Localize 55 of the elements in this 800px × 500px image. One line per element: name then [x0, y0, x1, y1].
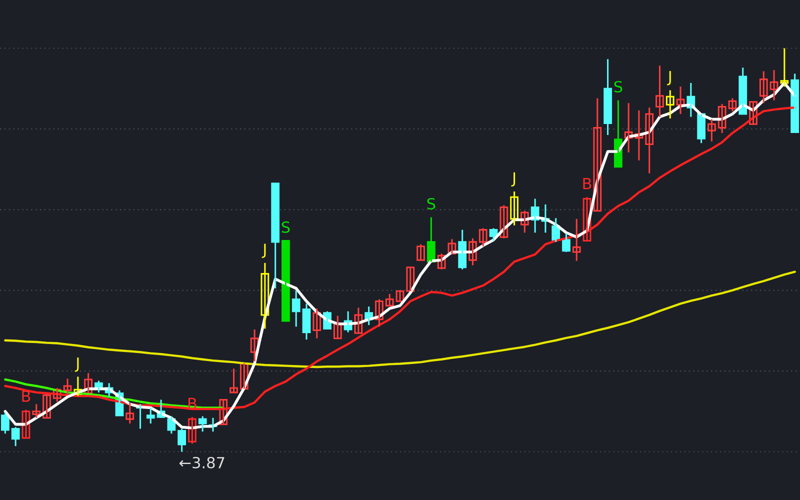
candlestick	[676, 86, 685, 115]
candlestick	[219, 398, 228, 426]
candlestick	[624, 102, 633, 154]
candlestick	[312, 308, 322, 340]
text: S	[427, 198, 436, 210]
text: J	[262, 244, 266, 258]
candlestick	[634, 110, 644, 162]
candlestick	[770, 69, 778, 102]
candlestick	[84, 372, 93, 394]
candlestick	[478, 227, 488, 248]
candlestick	[230, 368, 238, 394]
candlestick	[645, 106, 654, 174]
candlestick	[707, 118, 716, 142]
candlestick	[354, 306, 363, 334]
candlestick	[52, 387, 62, 402]
candlestick	[188, 416, 196, 444]
candlestick	[240, 362, 248, 390]
candlestick	[375, 298, 384, 328]
candlestick	[593, 98, 602, 212]
text: J	[74, 358, 79, 372]
candlestick	[510, 190, 518, 226]
candlestick	[656, 64, 664, 118]
candlestick	[126, 402, 134, 424]
candlestick	[63, 378, 72, 396]
text: B	[22, 390, 30, 402]
candlestick	[260, 262, 270, 330]
text: S	[282, 221, 290, 233]
text: ←3.87	[179, 456, 224, 468]
candlestick	[718, 103, 726, 134]
text: J	[667, 71, 671, 86]
candlestick	[500, 204, 508, 240]
candlestick	[572, 218, 581, 262]
candlestick	[468, 238, 477, 266]
candlestick	[22, 409, 30, 439]
candlestick	[780, 47, 789, 88]
candlestick	[385, 293, 394, 308]
candlestick	[406, 266, 415, 292]
candlestick	[396, 290, 404, 302]
candlestick	[32, 403, 41, 419]
candlestick	[42, 393, 51, 419]
text: J	[511, 172, 516, 187]
candlestick	[582, 196, 592, 242]
candlestick	[282, 240, 290, 322]
candlestick	[759, 70, 768, 104]
text: S	[614, 80, 622, 92]
text: B	[583, 178, 592, 190]
candlestick	[666, 89, 674, 120]
candlestick	[437, 252, 446, 270]
candlestick	[146, 407, 155, 424]
candlestick	[749, 101, 758, 126]
candlestick	[416, 244, 425, 261]
candlestick	[728, 98, 737, 112]
candlestick	[333, 315, 342, 340]
candlestick	[520, 210, 529, 234]
candlestick	[448, 238, 456, 254]
